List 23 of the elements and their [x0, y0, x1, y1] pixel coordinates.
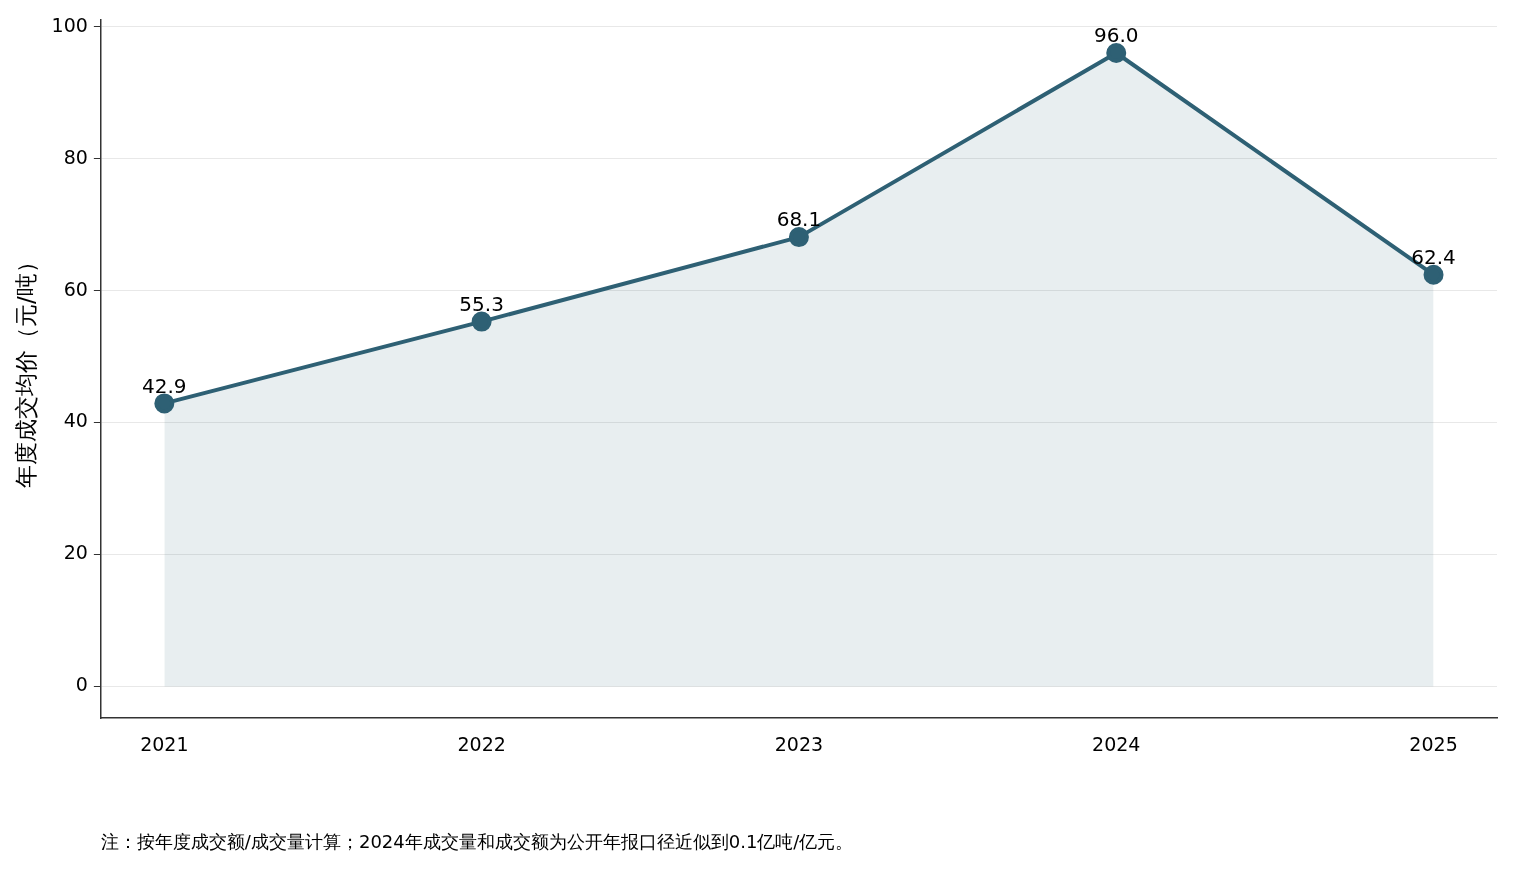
- point: [1106, 43, 1127, 63]
- data-label: 55.3: [459, 291, 504, 316]
- y-tick-label: 60: [63, 277, 88, 300]
- y-tick-label: 20: [63, 541, 88, 564]
- text: 注：按年度成交额/成交量计算；2024年成交量和成交额为公开年报口径近似到0.1亿吨/亿元。: [100, 830, 854, 852]
- point: [154, 393, 175, 414]
- y-tick-label: 80: [63, 145, 88, 168]
- x-tick-label: 2021: [140, 732, 189, 755]
- x-tick-label: 2024: [1092, 732, 1141, 755]
- x-tick-label: 2023: [774, 732, 824, 755]
- data-label: 96.0: [1093, 23, 1139, 48]
- y-axis-title: 年度成交均价（元/吨）: [12, 250, 39, 488]
- data-label: 68.1: [776, 207, 822, 232]
- y-tick-label: 40: [63, 409, 88, 432]
- point: [471, 311, 492, 332]
- x-tick-label: 2025: [1409, 732, 1458, 755]
- data-label: 62.4: [1411, 244, 1456, 269]
- point: [1423, 264, 1444, 285]
- x-tick-label: 2022: [457, 732, 506, 755]
- data-label: 42.9: [142, 373, 187, 398]
- y-tick-label: 100: [51, 13, 88, 36]
- y-tick-label: 0: [75, 673, 88, 696]
- point: [788, 227, 809, 248]
